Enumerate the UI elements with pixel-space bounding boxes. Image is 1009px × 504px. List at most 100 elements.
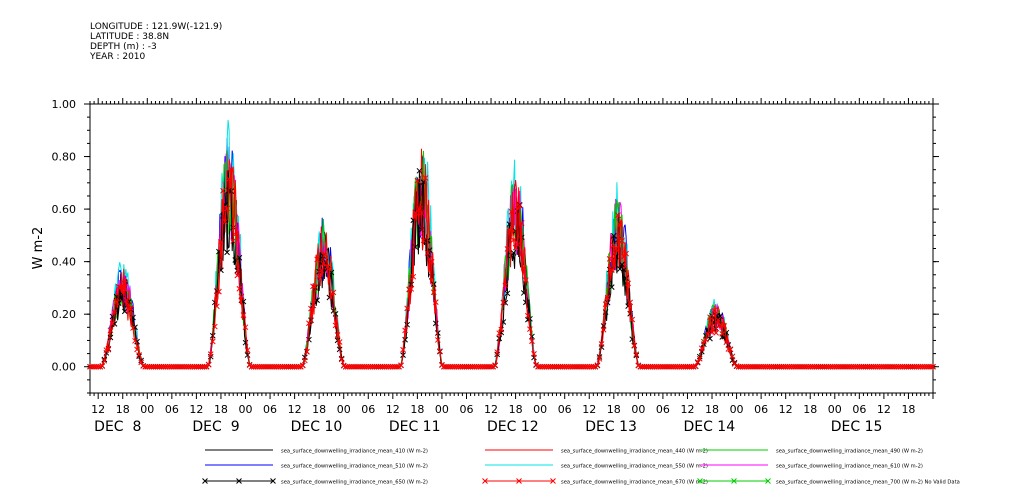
series-marker (132, 337, 138, 344)
x-hour-label: 06 (656, 403, 670, 416)
series-marker (281, 363, 288, 370)
series-marker (623, 250, 629, 257)
series-marker (748, 363, 754, 370)
series-marker (177, 363, 183, 370)
series-marker (164, 363, 171, 370)
series-line (90, 119, 933, 368)
series-marker (144, 363, 151, 370)
series-marker (707, 335, 713, 342)
series-marker (330, 307, 337, 314)
legend-marker (731, 478, 737, 484)
series-marker (248, 363, 255, 370)
series-marker (809, 363, 816, 370)
series-marker (445, 363, 451, 370)
series-marker (541, 363, 548, 370)
series-marker (885, 363, 891, 370)
series-marker (522, 299, 529, 306)
year-label: YEAR : 2010 (90, 52, 146, 62)
series-marker (105, 346, 112, 353)
series-marker (721, 323, 728, 329)
latitude-label: LATITUDE : 38.8N (90, 32, 170, 42)
series-marker (434, 337, 441, 343)
series-marker (930, 363, 936, 370)
series-marker (107, 327, 114, 334)
series-marker (682, 363, 689, 370)
series-marker (788, 363, 795, 370)
series-marker (267, 363, 273, 370)
series-marker (555, 363, 562, 370)
series-marker (486, 363, 492, 370)
series-marker (89, 363, 95, 370)
series-marker (109, 320, 116, 327)
series-marker (93, 363, 99, 370)
series-marker (811, 363, 818, 370)
series-marker (827, 363, 834, 370)
series-marker (572, 363, 578, 370)
series-marker (498, 326, 505, 333)
series-marker (496, 330, 503, 337)
series-marker (629, 316, 636, 323)
series-marker (173, 363, 179, 370)
series-marker (453, 363, 460, 370)
series-marker (353, 363, 359, 370)
x-day-label: DEC 8 (94, 419, 141, 435)
series-marker (639, 363, 646, 370)
series-marker (451, 363, 458, 370)
series-marker (434, 330, 441, 336)
series-marker (535, 363, 541, 370)
series-marker (447, 363, 453, 370)
series-marker (236, 285, 243, 292)
series-marker (211, 323, 218, 330)
series-marker (355, 363, 361, 370)
series-marker (183, 363, 190, 370)
series-marker (723, 339, 730, 346)
x-hour-label: 12 (779, 403, 793, 416)
y-tick-label: 0.60 (52, 203, 77, 216)
series-marker (471, 363, 478, 370)
series-marker (627, 299, 634, 306)
series-marker (891, 363, 897, 370)
series-marker (285, 363, 292, 370)
series-marker (398, 362, 404, 369)
series-marker (621, 267, 627, 273)
series-marker (633, 351, 640, 358)
series-marker (713, 329, 719, 336)
x-hour-label: 18 (607, 403, 621, 416)
series-marker (385, 363, 392, 370)
series-marker (207, 351, 214, 357)
series-marker (254, 363, 261, 370)
series-marker (99, 363, 106, 369)
series-marker (649, 363, 656, 370)
series-marker (269, 363, 275, 370)
series-marker (475, 363, 482, 370)
series-marker (901, 363, 908, 370)
series-marker (786, 363, 793, 370)
series-marker (422, 175, 429, 181)
series-marker (326, 265, 333, 272)
series-marker (690, 363, 697, 370)
series-marker (289, 363, 296, 370)
series-marker (729, 353, 736, 360)
series-marker (762, 363, 769, 370)
series-marker (793, 363, 799, 370)
series-marker (727, 346, 734, 353)
series-marker (631, 343, 638, 349)
series-marker (500, 299, 507, 306)
series-marker (242, 324, 249, 331)
series-marker (653, 363, 660, 370)
x-hour-label: 18 (509, 403, 523, 416)
series-marker (705, 331, 711, 337)
series-marker (492, 362, 498, 368)
series-marker (383, 363, 390, 370)
series-marker (389, 363, 396, 370)
series-marker (359, 363, 365, 370)
series-marker (799, 363, 805, 370)
series-marker (615, 212, 621, 218)
series-marker (416, 167, 423, 174)
series-marker (306, 336, 312, 343)
series-marker (878, 363, 885, 370)
series-marker (909, 363, 916, 370)
series-marker (121, 308, 128, 315)
series-marker (776, 363, 783, 370)
series-marker (529, 338, 535, 345)
